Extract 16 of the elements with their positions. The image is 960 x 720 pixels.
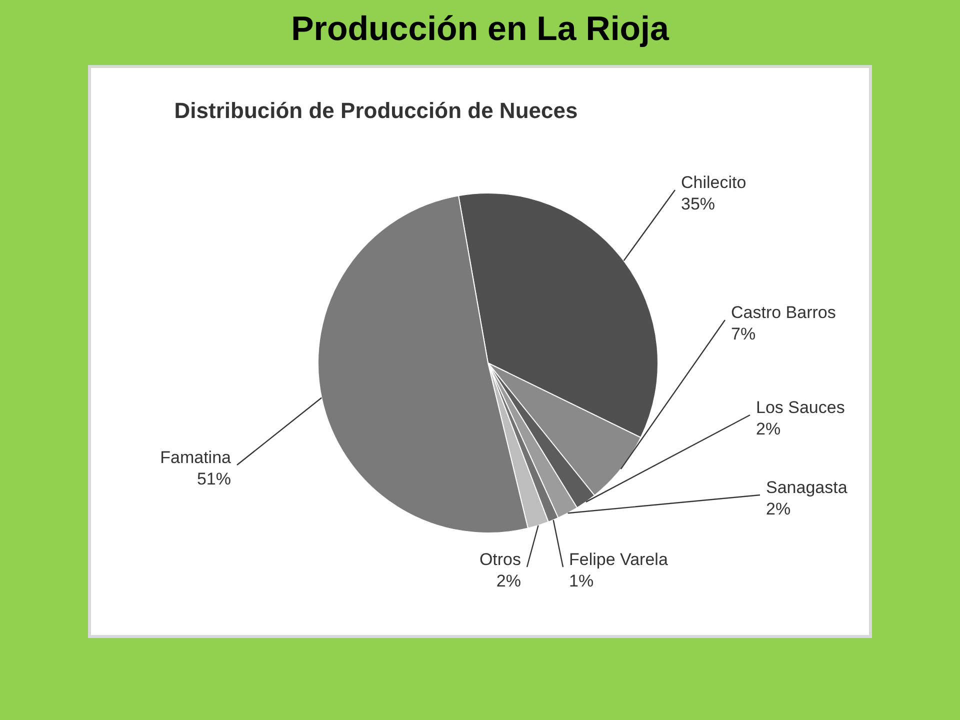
slice-label: Sanagasta (766, 478, 848, 497)
data-label: 2% (496, 571, 521, 590)
slice-label: Los Sauces (756, 398, 845, 417)
data-label: 2% (766, 499, 791, 518)
slice-label: Felipe Varela (569, 550, 668, 569)
slice-label: Otros (479, 550, 521, 569)
chart-title: Producción en La Rioja (290, 10, 670, 49)
data-label: 51% (196, 469, 231, 488)
slice-label: Famatina (160, 448, 232, 467)
chart-subtitle: Distribución de Producción de Nueces (173, 98, 579, 124)
data-label: 7% (731, 324, 756, 344)
data-label: 35% (681, 194, 716, 214)
slice-label: Chilecito (681, 173, 746, 192)
slice-label: Castro Barros (731, 303, 836, 322)
data-label: 1% (569, 571, 594, 590)
data-label: 2% (756, 419, 781, 438)
